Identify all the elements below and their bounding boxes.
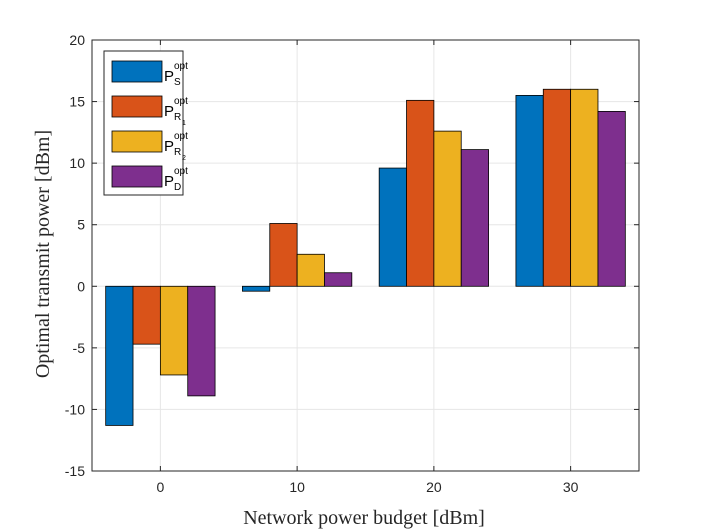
x-axis-title: Network power budget [dBm] (243, 507, 485, 529)
y-axis-title: Optimal transmit power [dBm] (32, 130, 54, 378)
axes (91, 39, 640, 472)
x-tick-label: 30 (563, 479, 579, 495)
bar-r1-30 (542, 88, 572, 287)
legend-swatch (111, 130, 163, 153)
x-tick-label: 10 (289, 479, 305, 495)
tick-labels: -15 -10 -5 0 5 10 15 20 0 10 20 30 (65, 32, 579, 495)
bar-r1-0 (132, 285, 161, 345)
legend-swatch (111, 165, 163, 188)
legend-label-subsub: 2 (182, 155, 186, 162)
legend-label-sub: D (174, 182, 181, 193)
y-tick-label: 5 (77, 217, 85, 233)
y-tick-label: 15 (69, 94, 85, 110)
plot-frame (91, 39, 640, 472)
bar-s-10 (242, 285, 271, 292)
bar-s-30 (515, 95, 544, 287)
y-tick-label: 20 (69, 32, 85, 48)
y-tick-label: -5 (73, 340, 86, 356)
bar-r2-0 (159, 285, 189, 376)
bar-s-0 (105, 285, 134, 426)
y-tick-label: -15 (65, 463, 85, 479)
legend-label-base: P (164, 68, 174, 85)
legend-label-sup: opt (174, 166, 188, 177)
legend-label-base: P (164, 138, 174, 155)
legend-label-base: P (164, 103, 174, 120)
legend-label-subsub: 1 (182, 120, 186, 127)
bar-d-10 (324, 272, 353, 287)
legend-label-base: P (164, 173, 174, 190)
legend-swatch (111, 60, 163, 83)
legend-label-sup: opt (174, 131, 188, 142)
legend-label-sub: S (174, 77, 181, 88)
bar-r1-20 (406, 99, 435, 287)
y-tick-label: 0 (77, 278, 85, 294)
bar-d-30 (597, 111, 626, 287)
bar-r2-20 (433, 130, 462, 287)
legend-label-sub: R (174, 147, 181, 158)
x-tick-label: 0 (156, 479, 164, 495)
legend-label-sup: opt (174, 61, 188, 72)
bars (105, 88, 626, 426)
bar-r1-10 (269, 223, 298, 287)
legend-label-sup: opt (174, 96, 188, 107)
bar-d-20 (460, 149, 489, 287)
x-tick-label: 20 (426, 479, 442, 495)
legend-swatch (111, 95, 163, 118)
bar-r2-30 (570, 88, 599, 287)
y-tick-label: 10 (69, 155, 85, 171)
bar-s-20 (378, 167, 407, 287)
y-tick-label: -10 (65, 401, 85, 417)
bar-d-0 (187, 285, 216, 397)
legend-label-sub: R (174, 112, 181, 123)
bar-r2-10 (296, 253, 325, 287)
